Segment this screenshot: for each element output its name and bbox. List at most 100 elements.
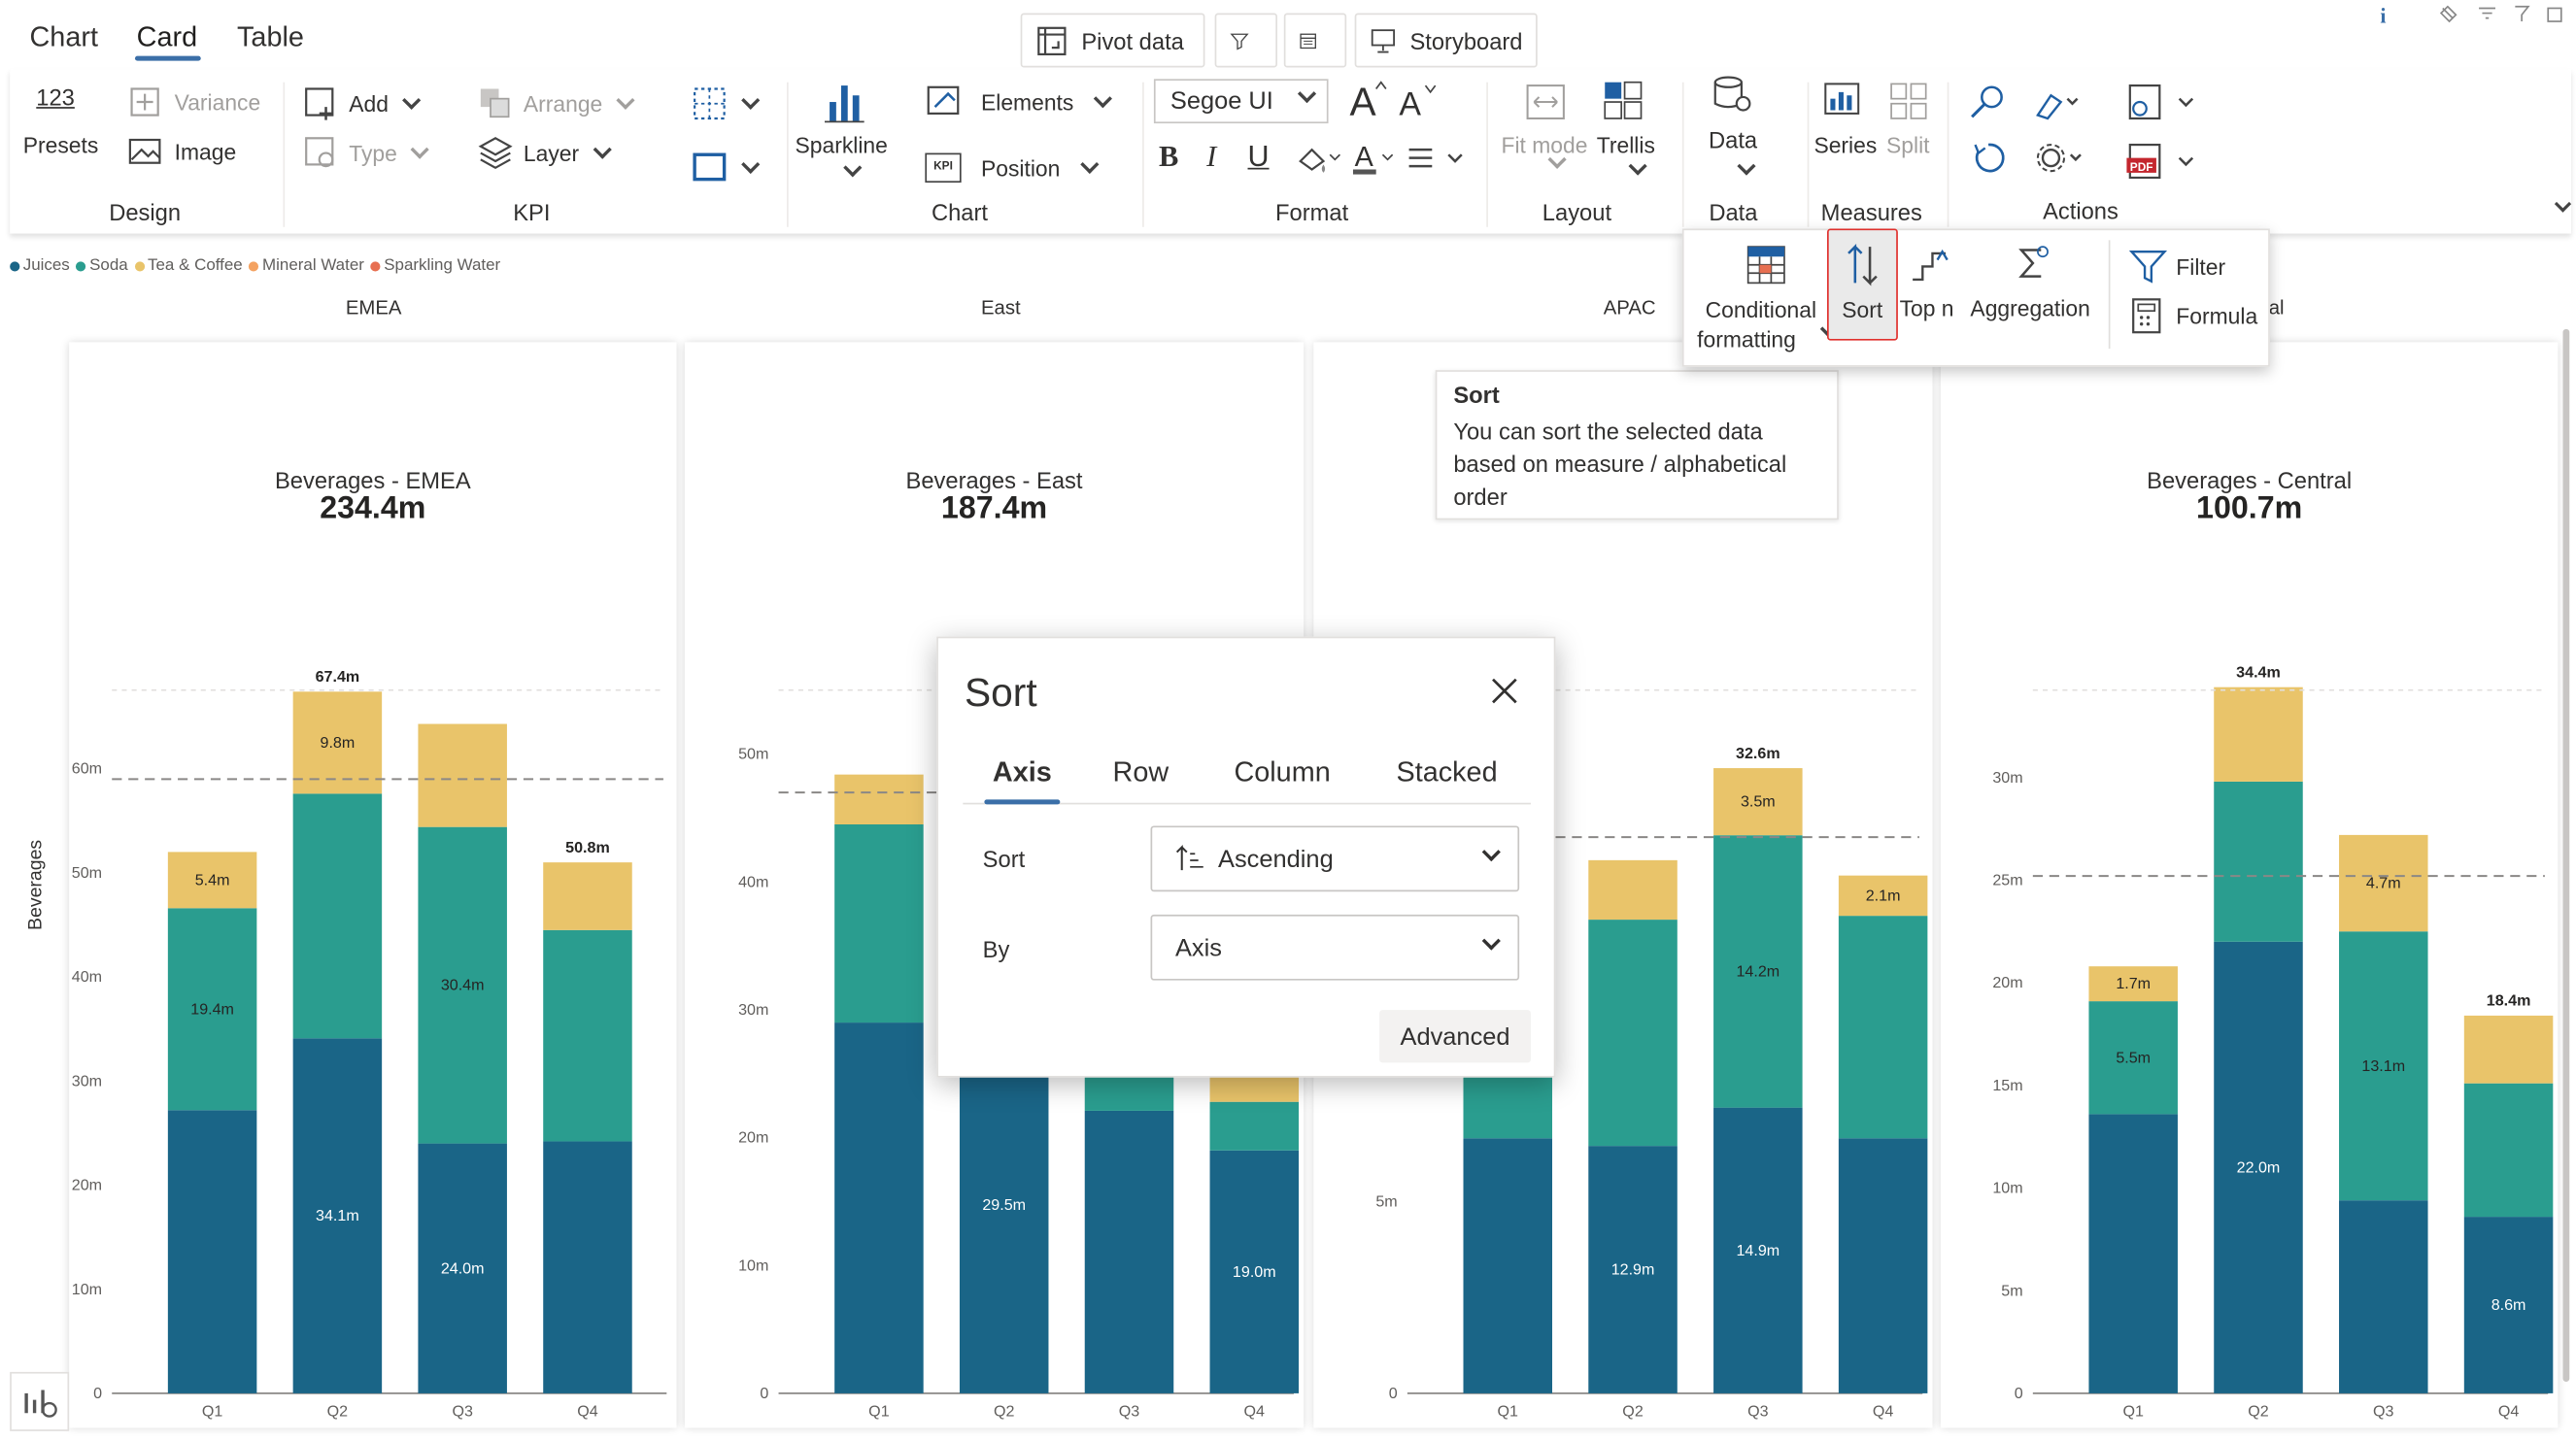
ribbon-collapse-icon[interactable]: [2554, 195, 2572, 213]
tab-card[interactable]: Card: [136, 21, 198, 53]
italic-button[interactable]: I: [1206, 139, 1217, 173]
sort-order-select[interactable]: Ascending: [1150, 825, 1520, 892]
y-tick-label: 20m: [738, 1129, 768, 1147]
x-tick-label: Q3: [2373, 1403, 2394, 1421]
sparkline-button[interactable]: Sparkline: [795, 133, 888, 158]
variance-icon: [130, 87, 159, 117]
y-tick-label: 5m: [1375, 1192, 1397, 1210]
legend-dot: [76, 260, 86, 271]
active-tab-indicator: [134, 55, 201, 61]
group-design-label: Design: [109, 198, 182, 226]
bar-segment-soda: [2339, 931, 2428, 1201]
bar-segment-juices: [2088, 1114, 2178, 1393]
export-tools[interactable]: PDF: [2123, 79, 2222, 184]
y-tick-label: 10m: [1992, 1180, 2022, 1197]
bar-segment-juices: [1084, 1110, 1174, 1393]
close-icon[interactable]: [1488, 675, 1521, 708]
chart-settings-button[interactable]: [10, 1371, 70, 1431]
measures-dropdown: Conditional formatting Filter Formula: [1681, 228, 2270, 367]
presets-button[interactable]: Presets: [22, 133, 99, 158]
aggregation-button[interactable]: Aggregation: [1970, 295, 2090, 321]
formula-button[interactable]: Formula: [2176, 304, 2258, 329]
bold-button[interactable]: B: [1158, 139, 1179, 173]
tab-column[interactable]: Column: [1234, 756, 1331, 788]
chart-card-central[interactable]: Beverages - Central 100.7m 0 5m 10m 15m 20m 2…: [1940, 342, 2559, 1428]
data-label: 30.4m: [441, 977, 485, 994]
sort-by-select[interactable]: Axis: [1150, 914, 1520, 981]
bar-segment-juices: [1209, 1150, 1300, 1393]
x-tick-label: Q4: [1873, 1403, 1894, 1421]
format-tools[interactable]: A: [1294, 138, 1474, 178]
sort-order-value: Ascending: [1218, 844, 1334, 873]
border-button[interactable]: [692, 150, 761, 185]
pivot-data-button[interactable]: Pivot data: [1020, 13, 1205, 68]
tab-row[interactable]: Row: [1112, 756, 1169, 788]
series-button[interactable]: Series: [1813, 133, 1878, 158]
pivot-data-label: Pivot data: [1081, 26, 1184, 54]
tab-chart[interactable]: Chart: [29, 21, 98, 53]
legend-item[interactable]: Tea & Coffee: [134, 256, 243, 275]
data-label: 24.0m: [441, 1259, 485, 1277]
edit-table-button[interactable]: [1283, 13, 1347, 68]
trellis-button[interactable]: Trellis: [1596, 133, 1655, 158]
sort-button[interactable]: Sort: [1827, 228, 1898, 341]
y-tick-label: 60m: [72, 760, 102, 778]
position-button[interactable]: KPI Position: [925, 152, 1100, 184]
x-tick-label: Q2: [327, 1403, 349, 1421]
data-label: 14.2m: [1736, 962, 1779, 980]
legend-item[interactable]: Soda: [76, 256, 128, 275]
actions-tools[interactable]: [1965, 83, 2114, 182]
variance-button[interactable]: Variance: [128, 85, 260, 118]
svg-text:A: A: [1399, 86, 1421, 122]
fit-mode-button[interactable]: Fit mode: [1501, 133, 1588, 158]
chevron-down-icon: [1481, 931, 1501, 951]
add-kpi-button[interactable]: Add: [303, 85, 422, 121]
bar-segment-juices: [1463, 1138, 1553, 1393]
y-tick-label: 0: [2015, 1385, 2023, 1402]
elements-button[interactable]: Elements: [925, 84, 1113, 119]
top-n-button[interactable]: Top n: [1899, 295, 1954, 321]
total-label: 32.6m: [1736, 745, 1780, 762]
advanced-button[interactable]: Advanced: [1379, 1010, 1531, 1063]
legend-item[interactable]: Mineral Water: [249, 256, 364, 275]
window-controls: i: [2380, 4, 2562, 26]
legend-item[interactable]: Juices: [10, 256, 70, 275]
chart-svg: 0 10m 20m 30m 40m 50m 60m 19.4m 5.4m Q1 34.1m 9.8m 6…: [72, 668, 667, 1421]
image-label: Image: [174, 139, 237, 164]
conditional-label[interactable]: Conditional: [1705, 297, 1817, 323]
tab-table[interactable]: Table: [237, 21, 304, 53]
vertical-scrollbar[interactable]: [2562, 328, 2570, 1383]
type-button[interactable]: Type: [303, 135, 430, 171]
chevron-down-icon: [402, 90, 422, 110]
layer-button[interactable]: Layer: [477, 135, 612, 171]
x-tick-label: Q4: [577, 1403, 598, 1421]
split-button[interactable]: Split: [1886, 133, 1930, 158]
chevron-down-icon: [1094, 89, 1113, 109]
image-button[interactable]: Image: [128, 135, 236, 168]
formatting-label[interactable]: formatting: [1697, 327, 1796, 352]
tab-stacked[interactable]: Stacked: [1396, 756, 1498, 788]
grid-button[interactable]: [692, 85, 761, 121]
bar-segment-tea-coffee: [543, 862, 632, 930]
filter-button[interactable]: Filter: [2176, 254, 2226, 280]
chart-card-emea[interactable]: Beverages - EMEA 234.4m 0 10m 20m 30m 40m 50m…: [69, 342, 677, 1428]
filter-settings-button[interactable]: [1214, 13, 1278, 68]
bar-segment-soda: [2214, 781, 2303, 942]
bar-segment-juices: [2339, 1200, 2428, 1393]
data-label: 34.1m: [316, 1207, 359, 1224]
tab-axis[interactable]: Axis: [992, 756, 1052, 788]
underline-button[interactable]: U: [1247, 139, 1270, 173]
bar-segment-tea-coffee: [167, 852, 257, 909]
bar-segment-tea-coffee: [834, 774, 924, 824]
storyboard-button[interactable]: Storyboard: [1354, 13, 1538, 68]
filter-gear-icon: [1230, 32, 1249, 50]
data-button[interactable]: Data: [1708, 126, 1758, 153]
total-label: 50.8m: [565, 839, 610, 856]
legend-item[interactable]: Sparkling Water: [370, 256, 500, 275]
card-title: Beverages - Central: [2147, 467, 2353, 494]
y-tick-label: 25m: [1992, 871, 2022, 888]
arrange-button[interactable]: Arrange: [477, 85, 635, 121]
bar-segment-juices: [167, 1110, 257, 1393]
font-family-select[interactable]: Segoe UI: [1153, 79, 1329, 124]
